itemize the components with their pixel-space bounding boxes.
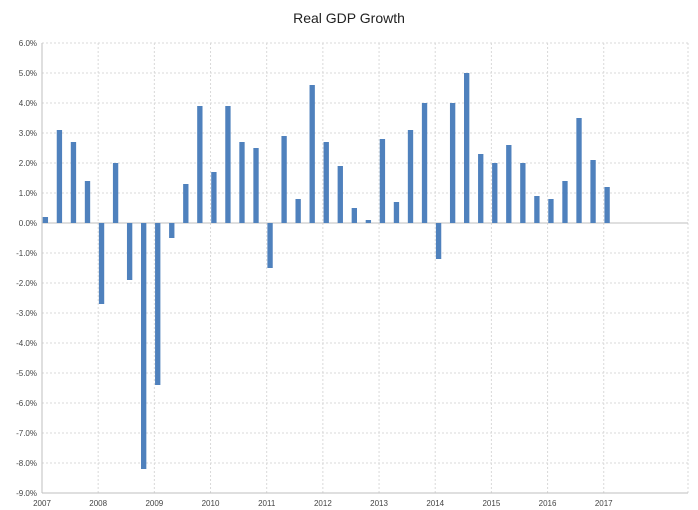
bar	[379, 139, 386, 223]
x-tick-label: 2010	[202, 499, 220, 508]
bar	[126, 223, 133, 280]
bar	[56, 130, 63, 223]
bar	[449, 103, 456, 223]
bar	[464, 73, 470, 223]
y-tick-label: 4.0%	[19, 99, 37, 108]
bar	[548, 199, 554, 223]
bar	[70, 142, 77, 223]
bar	[295, 199, 301, 223]
bar	[112, 163, 119, 223]
x-tick-label: 2017	[595, 499, 613, 508]
bar	[253, 148, 259, 223]
y-tick-label: 2.0%	[19, 159, 37, 168]
y-tick-label: 3.0%	[19, 129, 37, 138]
bar	[576, 118, 582, 223]
bar	[155, 223, 161, 385]
bar	[590, 160, 596, 223]
bar	[506, 145, 512, 223]
bar	[520, 163, 526, 223]
y-tick-label: -7.0%	[16, 429, 37, 438]
bar	[351, 208, 357, 223]
bar	[421, 103, 428, 223]
x-tick-label: 2016	[539, 499, 557, 508]
bar	[323, 142, 329, 223]
bar	[604, 187, 610, 223]
y-tick-label: -1.0%	[16, 249, 37, 258]
bar	[98, 223, 105, 304]
bar	[183, 184, 189, 223]
bar	[393, 202, 400, 223]
bar	[84, 181, 91, 223]
y-tick-label: 0.0%	[19, 219, 37, 228]
y-tick-label: 5.0%	[19, 69, 37, 78]
bar	[169, 223, 175, 238]
bar	[337, 166, 343, 223]
bar	[225, 106, 231, 223]
bar	[407, 130, 414, 223]
x-tick-label: 2009	[145, 499, 163, 508]
bar	[534, 196, 540, 223]
bar	[239, 142, 245, 223]
bar	[211, 172, 217, 223]
bar	[141, 223, 147, 469]
bar	[267, 223, 273, 268]
y-tick-label: -6.0%	[16, 399, 37, 408]
x-tick-label: 2014	[426, 499, 444, 508]
chart-title: Real GDP Growth	[293, 10, 405, 26]
x-tick-label: 2012	[314, 499, 332, 508]
bar	[197, 106, 203, 223]
x-tick-label: 2015	[482, 499, 500, 508]
y-tick-label: -3.0%	[16, 309, 37, 318]
bar	[435, 223, 442, 259]
bar	[42, 217, 49, 223]
x-tick-label: 2008	[89, 499, 107, 508]
bar	[281, 136, 287, 223]
bar	[562, 181, 568, 223]
y-tick-label: 6.0%	[19, 39, 37, 48]
x-tick-label: 2007	[33, 499, 51, 508]
y-tick-label: -9.0%	[16, 489, 37, 498]
y-tick-label: -5.0%	[16, 369, 37, 378]
y-tick-label: -8.0%	[16, 459, 37, 468]
bar	[365, 220, 372, 223]
x-tick-label: 2011	[258, 499, 276, 508]
bar	[492, 163, 498, 223]
bar	[309, 85, 315, 223]
bar	[478, 154, 484, 223]
y-tick-label: -2.0%	[16, 279, 37, 288]
y-tick-label: -4.0%	[16, 339, 37, 348]
y-tick-label: 1.0%	[19, 189, 37, 198]
x-tick-label: 2013	[370, 499, 388, 508]
